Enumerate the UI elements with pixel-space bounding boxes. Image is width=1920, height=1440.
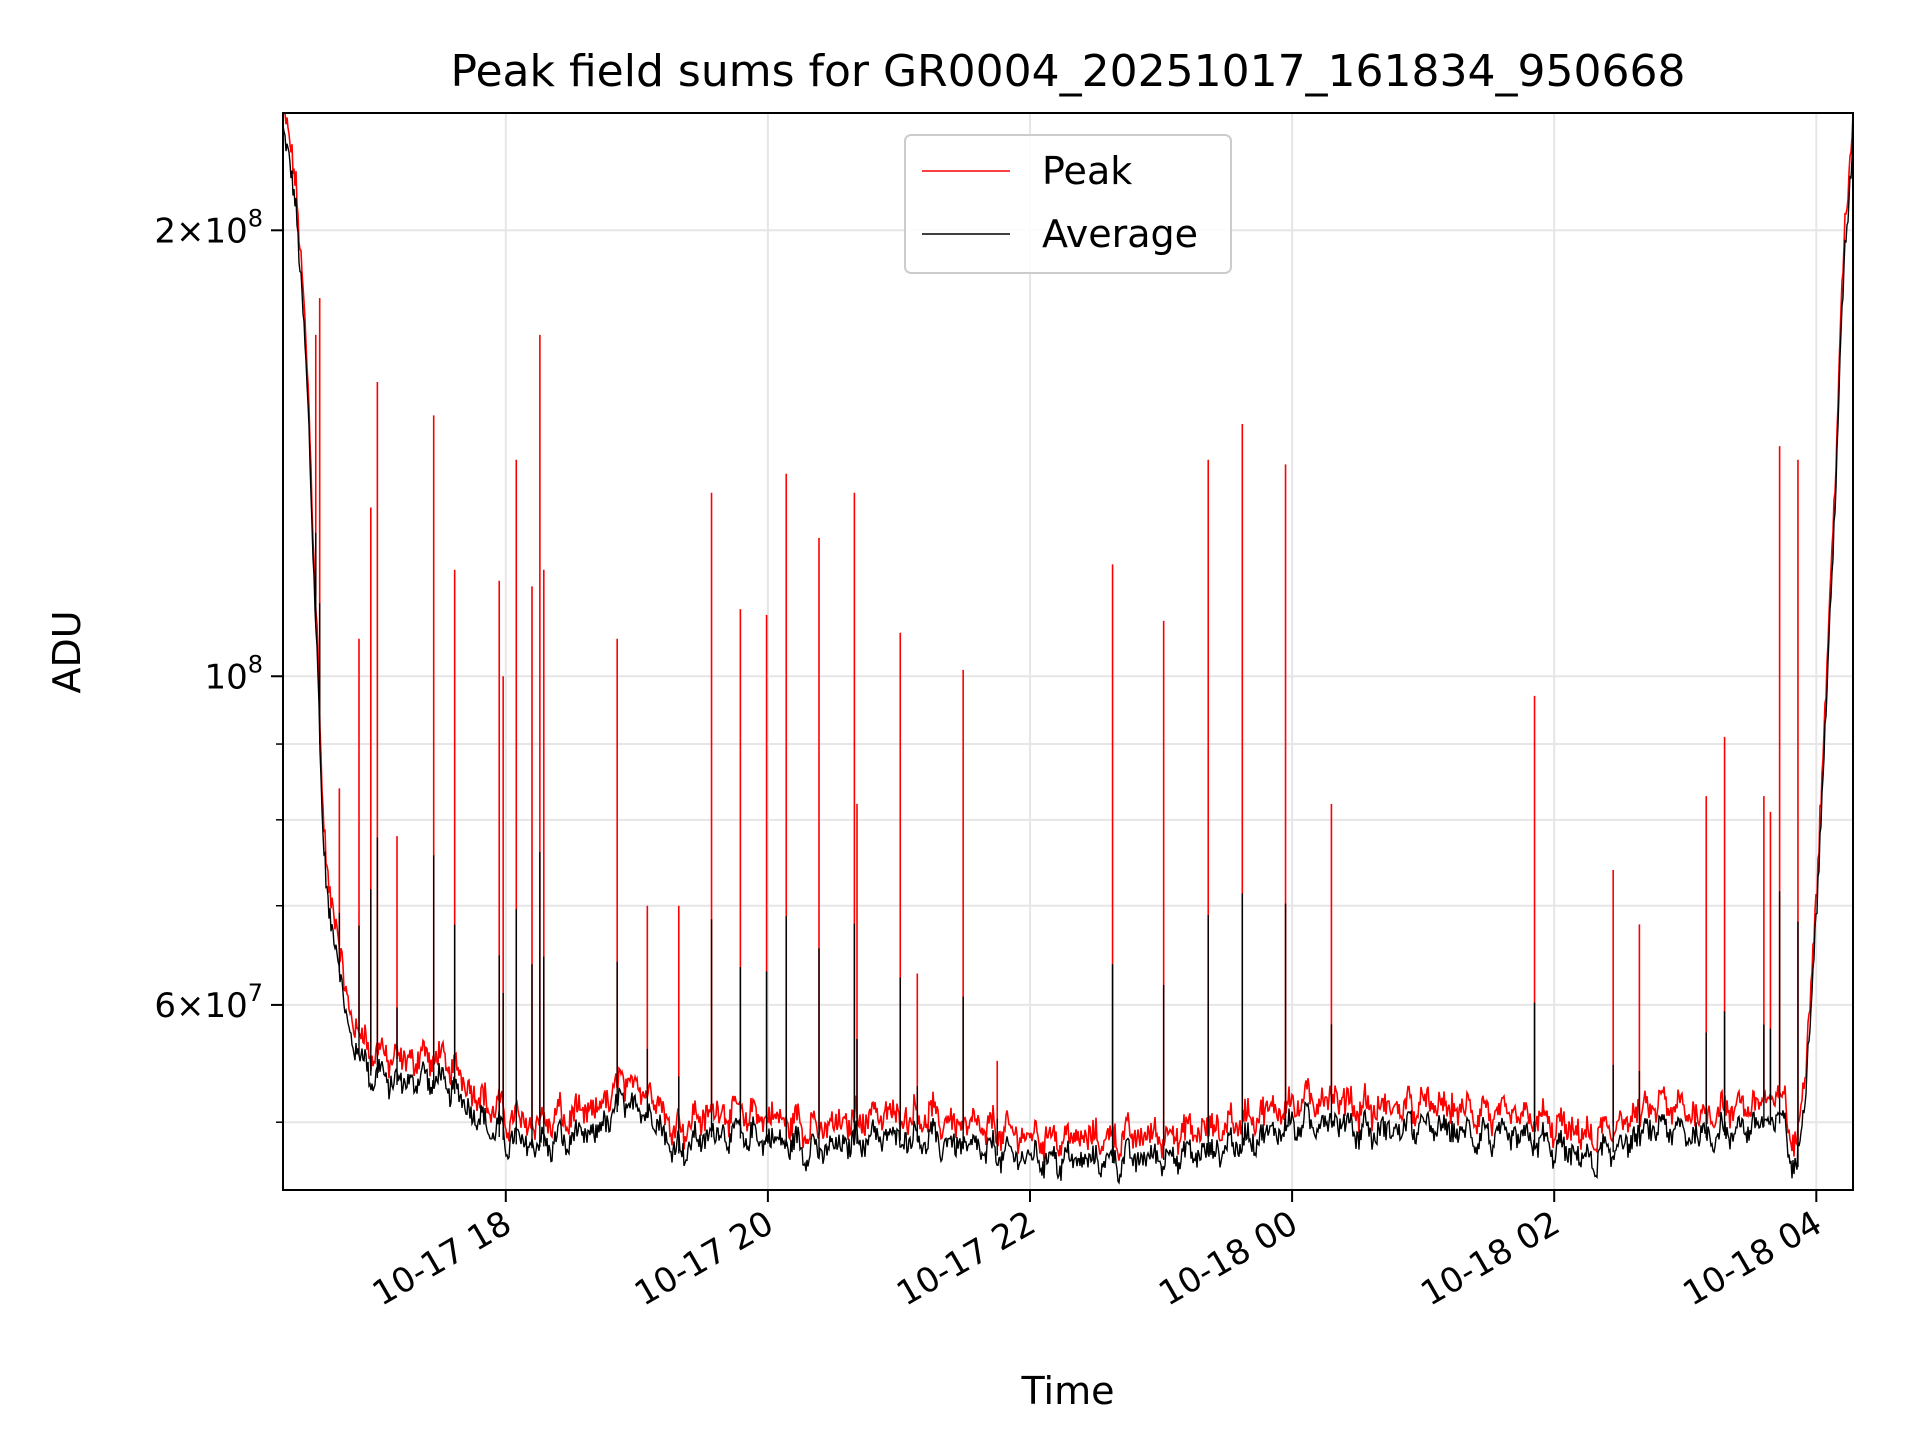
y-tick-label-exponent: 8 [248,204,263,232]
y-axis-label: ADU [45,610,89,693]
y-tick-label-mantissa: 6 [154,986,176,1026]
legend: Peak Average [904,134,1232,274]
average-series-line [282,124,1854,1185]
grid [283,113,1853,1190]
plot-frame [282,112,1854,1191]
series-layer [282,112,1854,1185]
legend-box [904,134,1232,274]
y-tick-label-mantissa: 2 [154,211,176,251]
y-tick-label-base: 10 [204,986,247,1026]
peak-series-line [283,112,1854,1163]
y-tick-label: 2×108 [154,204,263,251]
legend-peak-label: Peak [1042,149,1132,193]
y-tick-label-base: 10 [204,211,247,251]
y-tick-label: 6×107 [154,979,263,1026]
x-axis-label: Time [1021,1369,1115,1413]
y-tick-label-times: × [176,986,205,1026]
legend-average-label: Average [1042,212,1198,256]
chart-title: Peak field sums for GR0004_20251017_1618… [451,46,1686,97]
y-tick-label: 108 [204,650,263,697]
y-tick-label-times: × [176,211,205,251]
y-tick-label-exponent: 7 [248,979,263,1007]
y-tick-label-base: 10 [204,657,247,697]
y-tick-label-exponent: 8 [248,650,263,678]
